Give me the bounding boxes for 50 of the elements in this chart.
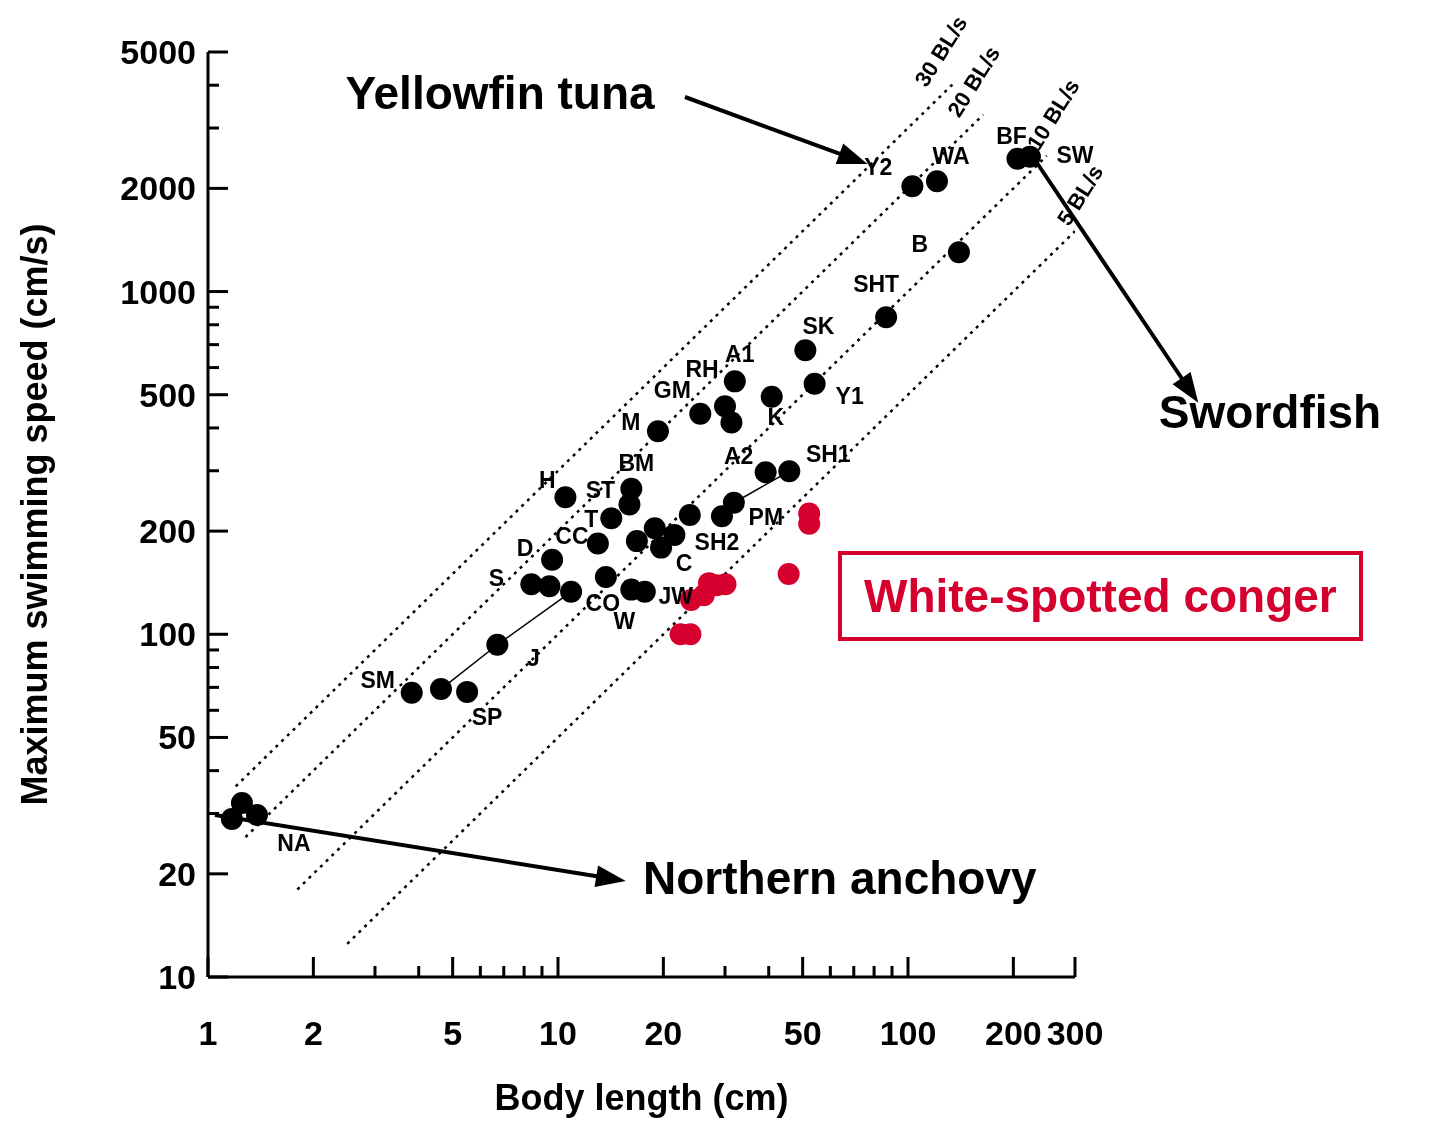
x-axis-title: Body length (cm) xyxy=(494,1077,789,1118)
x-tick-label: 5 xyxy=(443,1014,463,1052)
y-tick-label: 10 xyxy=(158,958,196,996)
annotation: K xyxy=(767,403,785,430)
annotation: BM xyxy=(618,449,655,476)
x-tick-label: 2 xyxy=(303,1014,323,1052)
y-tick-label: 5000 xyxy=(120,33,196,71)
annotation: SP xyxy=(471,703,503,730)
annotation: Y2 xyxy=(864,154,893,181)
y-tick-label: 500 xyxy=(139,375,196,414)
series-label: White-spotted conger xyxy=(838,551,1363,641)
x-tick-label: 300 xyxy=(1046,1014,1104,1052)
annotation: S xyxy=(488,565,504,592)
annotation: H xyxy=(539,467,556,494)
annotation: D xyxy=(516,534,534,561)
x-tick-label: 10 xyxy=(539,1014,577,1052)
annotation: WA xyxy=(932,143,970,170)
annotation: SH2 xyxy=(694,529,740,556)
x-tick-label: 50 xyxy=(783,1014,822,1052)
annotation: J xyxy=(526,644,540,671)
y-tick-label: 20 xyxy=(158,854,196,893)
annotation: M xyxy=(621,409,641,436)
y-tick-label: 100 xyxy=(139,615,196,654)
annotation: Yellowfin tuna xyxy=(345,67,656,119)
y-tick-label: 2000 xyxy=(120,169,196,208)
annotation: NA xyxy=(277,829,311,856)
annotation: A2 xyxy=(723,443,754,470)
annotation: B xyxy=(911,231,929,258)
annotation: SW xyxy=(1056,141,1094,168)
text: Swordfish xyxy=(1158,386,1382,438)
annotation: Y1 xyxy=(835,382,864,409)
annotation: GM xyxy=(653,376,691,403)
x-tick-label: 20 xyxy=(644,1014,683,1052)
annotation: SM xyxy=(360,666,395,693)
annotation: C xyxy=(675,549,693,576)
annotation: SHT xyxy=(853,271,900,298)
annotation: PM xyxy=(748,503,784,530)
annotation: Northern anchovy xyxy=(643,852,1038,904)
x-tick-label: 200 xyxy=(985,1014,1042,1052)
annotation: SH1 xyxy=(805,441,851,468)
x-tick-label: 100 xyxy=(879,1014,937,1052)
x-tick-label: 1 xyxy=(198,1014,218,1052)
annotation: A1 xyxy=(725,341,755,368)
annotation: ST xyxy=(585,476,616,503)
y-tick-label: 200 xyxy=(139,512,196,551)
y-tick-label: 50 xyxy=(158,718,196,757)
annotation: BF xyxy=(996,122,1027,149)
y-tick-label: 1000 xyxy=(120,272,196,311)
annotation: SK xyxy=(802,313,835,340)
y-axis-title: Maximum swimming speed (cm/s) xyxy=(13,223,55,806)
